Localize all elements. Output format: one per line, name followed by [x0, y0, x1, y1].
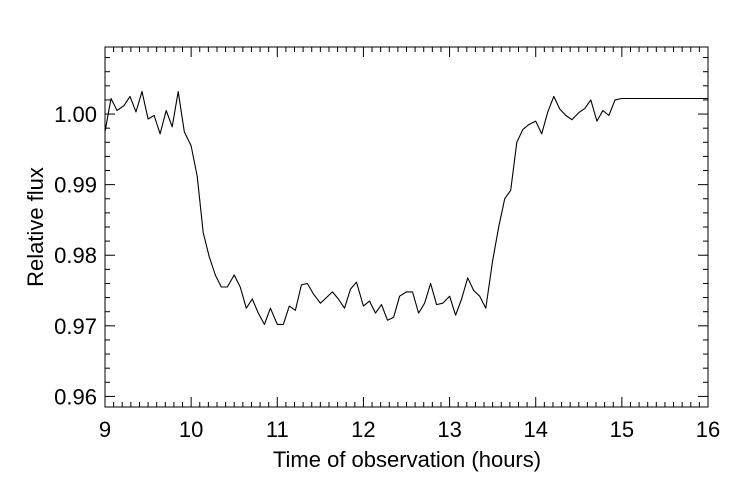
x-tick-label: 9 — [99, 417, 111, 442]
y-tick-labels: 0.96 0.97 0.98 0.99 1.00 — [54, 102, 97, 409]
y-tick-label: 0.99 — [54, 173, 97, 198]
plot-frame — [104, 46, 709, 408]
y-axis-label: Relative flux — [23, 167, 48, 287]
x-tick-label: 14 — [523, 417, 547, 442]
y-tick-label: 1.00 — [54, 102, 97, 127]
x-axis-label: Time of observation (hours) — [273, 447, 541, 472]
x-tick-label: 13 — [437, 417, 461, 442]
y-tick-label: 0.96 — [54, 384, 97, 409]
x-tick-label: 10 — [179, 417, 203, 442]
x-tick-label: 12 — [351, 417, 375, 442]
y-tick-label: 0.98 — [54, 243, 97, 268]
series-line — [104, 90, 708, 325]
x-tick-label: 11 — [266, 417, 289, 442]
x-tick-label: 16 — [696, 417, 720, 442]
x-tick-labels: 9 10 11 12 13 14 15 16 — [99, 417, 720, 442]
x-tick-label: 15 — [610, 417, 634, 442]
y-tick-label: 0.97 — [54, 314, 97, 339]
tick-marks — [104, 47, 709, 407]
